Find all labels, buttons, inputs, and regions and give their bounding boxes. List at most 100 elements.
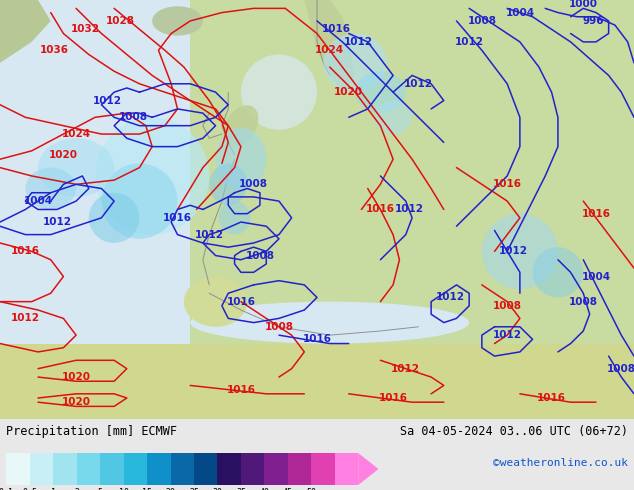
Ellipse shape [241, 54, 317, 130]
Ellipse shape [224, 105, 258, 146]
Ellipse shape [323, 33, 387, 92]
Text: 1008: 1008 [493, 301, 522, 311]
Text: 5: 5 [98, 488, 103, 490]
Bar [311, 453, 335, 485]
Bar [147, 453, 171, 485]
Text: 35: 35 [236, 488, 246, 490]
Text: 1008: 1008 [607, 364, 634, 374]
Bar [194, 453, 217, 485]
Text: 1012: 1012 [394, 204, 424, 215]
Text: 1016: 1016 [378, 393, 408, 403]
Text: 1012: 1012 [42, 217, 72, 227]
Ellipse shape [355, 71, 406, 113]
Text: 1012: 1012 [11, 314, 40, 323]
Text: 1020: 1020 [61, 397, 91, 407]
Text: 1016: 1016 [163, 213, 192, 223]
Text: 1: 1 [51, 488, 56, 490]
Text: 1012: 1012 [436, 293, 465, 302]
Polygon shape [0, 0, 51, 63]
Ellipse shape [152, 6, 203, 36]
Text: 45: 45 [283, 488, 293, 490]
Text: 1020: 1020 [49, 150, 78, 160]
Text: 1012: 1012 [344, 37, 373, 47]
Ellipse shape [38, 138, 114, 197]
Bar [100, 453, 124, 485]
Text: 1016: 1016 [11, 246, 40, 256]
Text: 1032: 1032 [71, 24, 100, 34]
Text: 1000: 1000 [569, 0, 598, 9]
Text: 1004: 1004 [505, 7, 534, 18]
Text: 1012: 1012 [391, 364, 420, 374]
Text: 1036: 1036 [39, 45, 68, 55]
Polygon shape [304, 0, 355, 92]
Text: 50: 50 [306, 488, 316, 490]
Bar [77, 453, 100, 485]
Text: 15: 15 [142, 488, 152, 490]
Ellipse shape [190, 302, 469, 343]
Bar [6, 453, 30, 485]
Text: 1012: 1012 [455, 37, 484, 47]
Bar [241, 453, 264, 485]
Text: 25: 25 [189, 488, 199, 490]
Text: 1012: 1012 [499, 246, 528, 256]
Ellipse shape [25, 168, 76, 210]
Text: ©weatheronline.co.uk: ©weatheronline.co.uk [493, 458, 628, 468]
Text: 1016: 1016 [302, 334, 332, 344]
Text: 1008: 1008 [467, 16, 496, 26]
Text: 1016: 1016 [226, 385, 256, 394]
Bar [264, 453, 288, 485]
Text: 1020: 1020 [61, 372, 91, 382]
Text: 0.5: 0.5 [22, 488, 37, 490]
Text: Sa 04-05-2024 03..06 UTC (06+72): Sa 04-05-2024 03..06 UTC (06+72) [399, 425, 628, 438]
Polygon shape [358, 453, 378, 485]
Text: 1012: 1012 [493, 330, 522, 340]
Text: 0.1: 0.1 [0, 488, 14, 490]
Ellipse shape [216, 128, 266, 191]
Text: 2: 2 [74, 488, 79, 490]
Text: 1016: 1016 [321, 24, 351, 34]
Ellipse shape [89, 193, 139, 243]
Text: 1008: 1008 [239, 179, 268, 189]
Text: 1020: 1020 [334, 87, 363, 97]
Bar [0, 0, 190, 419]
Ellipse shape [101, 163, 178, 239]
Ellipse shape [95, 117, 209, 235]
Bar [124, 453, 147, 485]
Text: 1016: 1016 [493, 179, 522, 189]
Text: 1016: 1016 [537, 393, 566, 403]
Text: 30: 30 [212, 488, 223, 490]
Bar [217, 453, 241, 485]
Ellipse shape [209, 163, 247, 205]
Text: 1016: 1016 [581, 209, 611, 219]
Ellipse shape [533, 247, 583, 297]
Ellipse shape [482, 214, 558, 289]
Text: 40: 40 [259, 488, 269, 490]
Text: 1028: 1028 [106, 16, 135, 26]
Text: 1008: 1008 [569, 296, 598, 307]
Text: 1024: 1024 [315, 45, 344, 55]
Text: 1012: 1012 [93, 96, 122, 105]
Text: 1004: 1004 [581, 271, 611, 282]
Bar [53, 453, 77, 485]
Bar [30, 453, 53, 485]
FancyBboxPatch shape [171, 0, 634, 419]
Text: 1012: 1012 [195, 230, 224, 240]
Ellipse shape [374, 100, 412, 134]
Text: 1008: 1008 [245, 250, 275, 261]
Ellipse shape [184, 276, 247, 327]
Text: 1004: 1004 [23, 196, 53, 206]
Bar [288, 453, 311, 485]
Bar [171, 453, 194, 485]
Bar [335, 453, 358, 485]
Text: 1024: 1024 [61, 129, 91, 139]
Text: 10: 10 [119, 488, 129, 490]
Text: 1016: 1016 [226, 296, 256, 307]
Text: 1008: 1008 [264, 322, 294, 332]
Bar [0, 343, 634, 419]
Text: 1016: 1016 [366, 204, 395, 215]
Text: 20: 20 [165, 488, 176, 490]
Text: 1012: 1012 [404, 79, 433, 89]
Ellipse shape [219, 201, 250, 235]
Text: 996: 996 [582, 16, 604, 26]
Text: Precipitation [mm] ECMWF: Precipitation [mm] ECMWF [6, 425, 178, 438]
